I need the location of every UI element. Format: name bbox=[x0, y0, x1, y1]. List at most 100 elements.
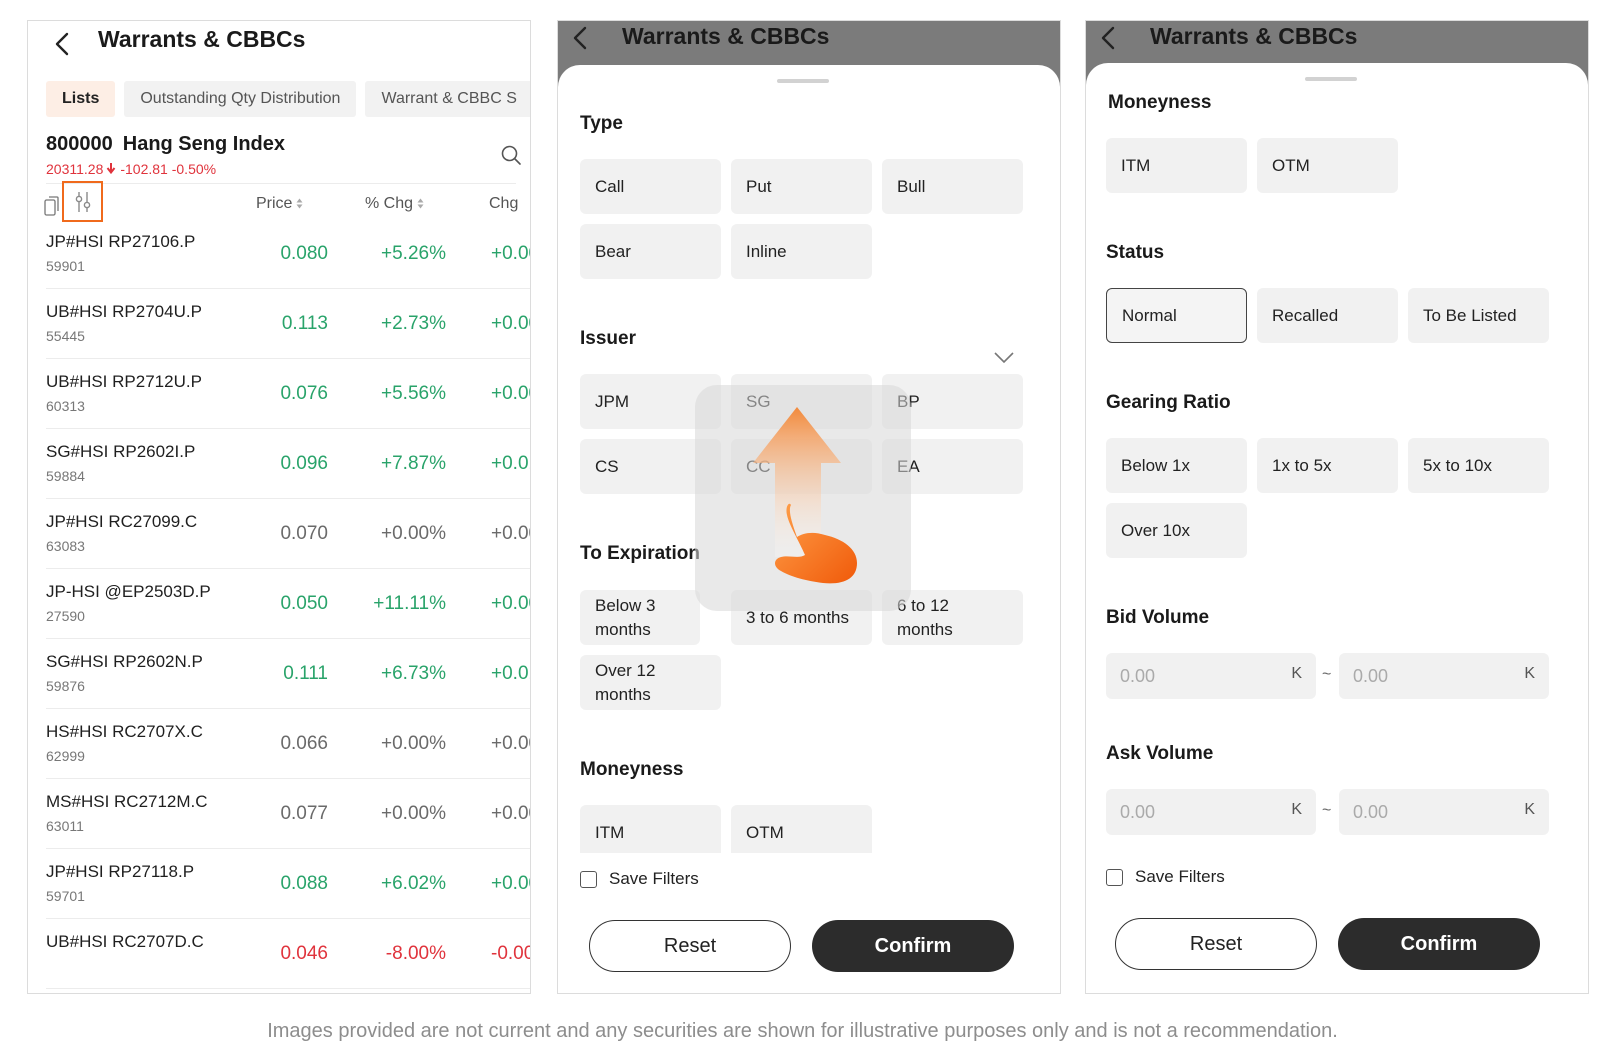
checkbox-box[interactable] bbox=[580, 870, 597, 888]
bid-volume-min-input[interactable]: 0.00 K bbox=[1106, 653, 1316, 699]
warrant-change: +0.00 bbox=[491, 383, 530, 404]
chip-type-call[interactable]: Call bbox=[580, 159, 721, 214]
section-to-expiration: To Expiration bbox=[580, 543, 700, 564]
table-row[interactable]: UB#HSI RP2712U.P 60313 0.076 +5.56% +0.00 bbox=[46, 359, 530, 429]
warrant-name: JP-HSI @EP2503D.P bbox=[46, 582, 211, 601]
tab-lists[interactable]: Lists bbox=[46, 81, 116, 117]
chip-moneyness-itm[interactable]: ITM bbox=[580, 805, 721, 860]
page-title: Warrants & CBBCs bbox=[1150, 23, 1358, 49]
chip-exp-over-12m[interactable]: Over 12 months bbox=[580, 655, 721, 710]
ask-min-placeholder: 0.00 bbox=[1120, 801, 1156, 822]
swipe-up-gesture-overlay bbox=[695, 385, 911, 611]
divider bbox=[46, 183, 516, 184]
sheet-drag-handle[interactable] bbox=[777, 79, 829, 83]
filter-sheet-screen-1: Warrants & CBBCs Type Call Put Bull Bear… bbox=[557, 20, 1061, 994]
chip-gearing-below-1x[interactable]: Below 1x bbox=[1106, 438, 1247, 493]
col-chg-header[interactable]: Chg bbox=[489, 195, 518, 213]
section-issuer: Issuer bbox=[580, 328, 636, 349]
tab-warrant-cbbc-summary[interactable]: Warrant & CBBC S bbox=[365, 81, 530, 117]
chip-gearing-5x-10x[interactable]: 5x to 10x bbox=[1408, 438, 1549, 493]
bid-volume-max-input[interactable]: 0.00 K bbox=[1339, 653, 1549, 699]
table-row[interactable]: JP#HSI RC27099.C 63083 0.070 +0.00% +0.00 bbox=[46, 499, 530, 569]
layout-toggle-icon[interactable] bbox=[44, 196, 59, 216]
warrants-list-screen: Warrants & CBBCs Lists Outstanding Qty Di… bbox=[27, 20, 531, 994]
chip-moneyness-otm[interactable]: OTM bbox=[1257, 138, 1398, 193]
save-filters-checkbox[interactable]: Save Filters bbox=[1106, 867, 1225, 887]
search-icon[interactable] bbox=[500, 144, 522, 166]
underlying-index[interactable]: 800000 Hang Seng Index bbox=[46, 133, 285, 156]
warrant-pct-change: +6.02% bbox=[381, 873, 446, 894]
down-arrow-icon bbox=[107, 163, 116, 174]
warrant-code: 59884 bbox=[46, 468, 85, 484]
warrant-change: +0.00 bbox=[491, 243, 530, 264]
warrant-code: 27590 bbox=[46, 608, 85, 624]
section-gearing-ratio: Gearing Ratio bbox=[1106, 392, 1231, 413]
checkbox-box[interactable] bbox=[1106, 868, 1123, 886]
warrant-pct-change: -8.00% bbox=[385, 943, 446, 964]
back-arrow-icon bbox=[566, 23, 596, 53]
back-arrow-icon bbox=[1094, 23, 1124, 53]
sort-icon bbox=[417, 198, 424, 209]
table-row[interactable]: SG#HSI RP2602I.P 59884 0.096 +7.87% +0.01 bbox=[46, 429, 530, 499]
table-row[interactable]: JP#HSI RP27118.P 59701 0.088 +6.02% +0.00 bbox=[46, 849, 530, 919]
chip-exp-below-3m[interactable]: Below 3 months bbox=[580, 590, 700, 645]
chip-moneyness-itm[interactable]: ITM bbox=[1106, 138, 1247, 193]
sheet-drag-handle[interactable] bbox=[1305, 77, 1357, 81]
tab-outstanding-qty[interactable]: Outstanding Qty Distribution bbox=[124, 81, 357, 117]
reset-button[interactable]: Reset bbox=[1115, 918, 1317, 970]
section-status: Status bbox=[1106, 242, 1165, 263]
save-filters-label: Save Filters bbox=[1135, 867, 1225, 886]
chip-moneyness-otm[interactable]: OTM bbox=[731, 805, 872, 860]
page-title: Warrants & CBBCs bbox=[622, 23, 830, 49]
table-row[interactable]: SG#HSI RP2602N.P 59876 0.111 +6.73% +0.01 bbox=[46, 639, 530, 709]
index-change-pct: -0.50% bbox=[171, 161, 217, 177]
warrant-price: 0.096 bbox=[280, 453, 328, 474]
table-row[interactable]: JP-HSI @EP2503D.P 27590 0.050 +11.11% +0.00 bbox=[46, 569, 530, 639]
section-moneyness: Moneyness bbox=[580, 759, 684, 780]
chip-type-bull[interactable]: Bull bbox=[882, 159, 1023, 214]
warrant-pct-change: +7.87% bbox=[381, 453, 446, 474]
table-row[interactable]: UB#HSI RP2704U.P 55445 0.113 +2.73% +0.00 bbox=[46, 289, 530, 359]
save-filters-checkbox[interactable]: Save Filters bbox=[580, 869, 699, 889]
warrant-name: UB#HSI RP2704U.P bbox=[46, 302, 202, 321]
confirm-button[interactable]: Confirm bbox=[1338, 918, 1540, 970]
chip-status-recalled[interactable]: Recalled bbox=[1257, 288, 1398, 343]
ask-volume-max-input[interactable]: 0.00 K bbox=[1339, 789, 1549, 835]
filter-button[interactable] bbox=[62, 181, 103, 222]
warrant-change: -0.00 bbox=[491, 943, 531, 964]
warrant-price: 0.080 bbox=[280, 243, 328, 264]
warrant-change: +0.01 bbox=[491, 453, 530, 474]
table-row[interactable]: UB#HSI RC2707D.C 0.046 -8.00% -0.00 bbox=[46, 919, 531, 989]
chip-type-put[interactable]: Put bbox=[731, 159, 872, 214]
chip-gearing-1x-5x[interactable]: 1x to 5x bbox=[1257, 438, 1398, 493]
confirm-button[interactable]: Confirm bbox=[812, 920, 1014, 972]
warrant-price: 0.077 bbox=[280, 803, 328, 824]
chip-type-bear[interactable]: Bear bbox=[580, 224, 721, 279]
table-row[interactable]: MS#HSI RC2712M.C 63011 0.077 +0.00% +0.00 bbox=[46, 779, 530, 849]
top-bar: Warrants & CBBCs bbox=[28, 21, 530, 77]
chip-status-normal[interactable]: Normal bbox=[1106, 288, 1247, 343]
chevron-down-icon[interactable] bbox=[994, 352, 1014, 364]
col-price-header[interactable]: Price bbox=[256, 195, 303, 213]
index-change: -102.81 bbox=[120, 161, 168, 177]
back-arrow-icon[interactable] bbox=[48, 29, 78, 59]
table-row[interactable]: JP#HSI RP27106.P 59901 0.080 +5.26% +0.00 bbox=[46, 219, 530, 289]
chip-type-inline[interactable]: Inline bbox=[731, 224, 872, 279]
ask-volume-min-input[interactable]: 0.00 K bbox=[1106, 789, 1316, 835]
page-title: Warrants & CBBCs bbox=[98, 26, 306, 52]
col-pct-header[interactable]: % Chg bbox=[365, 195, 424, 213]
warrant-pct-change: +5.26% bbox=[381, 243, 446, 264]
save-filters-label: Save Filters bbox=[609, 869, 699, 888]
filter-sheet-screen-2: Warrants & CBBCs Moneyness ITM OTM Statu… bbox=[1085, 20, 1589, 994]
warrant-price: 0.088 bbox=[280, 873, 328, 894]
warrant-price: 0.113 bbox=[281, 313, 328, 334]
warrant-change: +0.00 bbox=[491, 733, 530, 754]
warrant-change: +0.00 bbox=[491, 523, 530, 544]
warrant-change: +0.00 bbox=[491, 313, 530, 334]
bid-max-placeholder: 0.00 bbox=[1353, 665, 1389, 686]
reset-button[interactable]: Reset bbox=[589, 920, 791, 972]
chip-gearing-over-10x[interactable]: Over 10x bbox=[1106, 503, 1247, 558]
warrant-change: +0.00 bbox=[491, 593, 530, 614]
chip-status-to-be-listed[interactable]: To Be Listed bbox=[1408, 288, 1549, 343]
table-row[interactable]: HS#HSI RC2707X.C 62999 0.066 +0.00% +0.00 bbox=[46, 709, 530, 779]
